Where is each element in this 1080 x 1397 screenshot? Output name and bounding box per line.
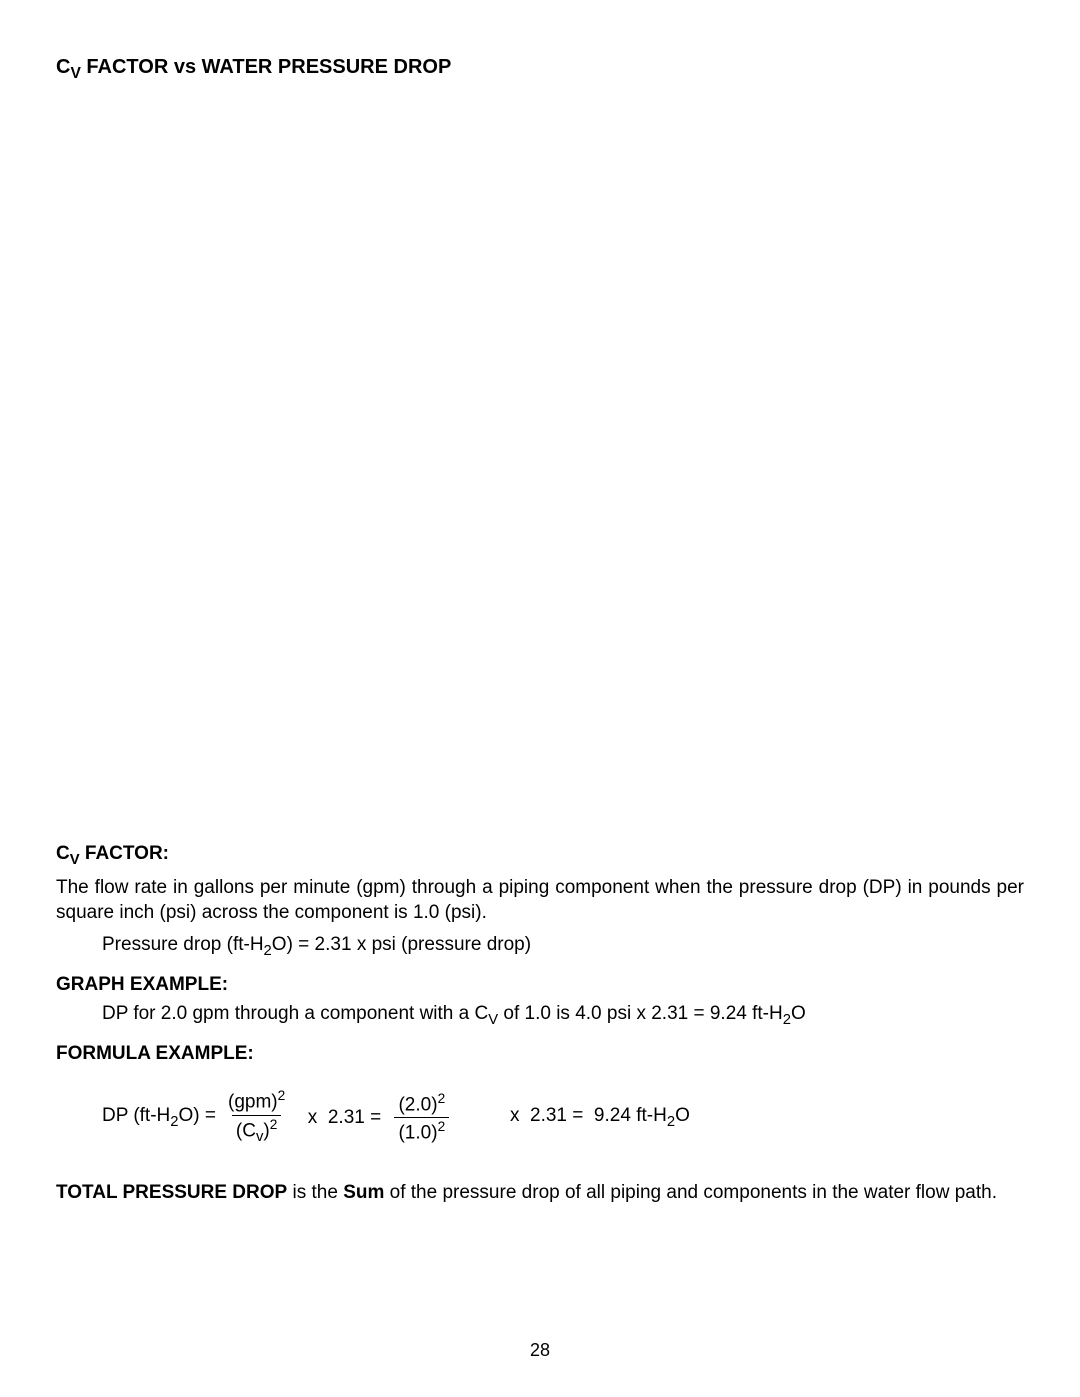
total-sum: Sum: [343, 1182, 384, 1203]
cv-factor-body-1: The flow rate in gallons per minute (gpm…: [56, 875, 1024, 926]
title-rest: FACTOR vs WATER PRESSURE DROP: [81, 56, 451, 78]
ge-vsub: V: [488, 1012, 498, 1028]
document-page: CV FACTOR vs WATER PRESSURE DROP CV FACT…: [0, 0, 1080, 1397]
cv-factor-heading: CV FACTOR:: [56, 841, 1024, 871]
eq-frac1-den: (Cv)2: [232, 1115, 281, 1146]
total-lead: TOTAL PRESSURE DROP: [56, 1182, 287, 1203]
total-mid: is the: [287, 1182, 343, 1203]
eq-f1-num-sup: 2: [278, 1088, 286, 1103]
ge-a: DP for 2.0 gpm through a component with …: [102, 1003, 488, 1024]
cv-heading-prefix: C: [56, 843, 70, 864]
title-subscript: V: [70, 65, 80, 82]
eq-tail-sub: 2: [667, 1113, 675, 1129]
eq-f1-den-sup: 2: [270, 1117, 278, 1132]
eq-tail: x 2.31 = 9.24 ft-H2O: [457, 1077, 690, 1158]
page-number: 28: [0, 1340, 1080, 1361]
eq-mid1: x 2.31 =: [297, 1105, 386, 1131]
cv-heading-rest: FACTOR:: [80, 843, 169, 864]
eq-f2-den-a: (1.0): [398, 1122, 437, 1143]
total-rest: of the pressure drop of all piping and c…: [384, 1182, 997, 1203]
title-prefix: C: [56, 56, 70, 78]
page-title: CV FACTOR vs WATER PRESSURE DROP: [56, 56, 1024, 83]
text-block: CV FACTOR: The flow rate in gallons per …: [56, 841, 1024, 1206]
eq-mid2: x 2.31 = 9.24 ft-H: [499, 1105, 666, 1126]
cv-heading-sub: V: [70, 852, 80, 868]
graph-example-body: DP for 2.0 gpm through a component with …: [56, 1001, 1024, 1031]
eq-f1-num-a: (gpm): [228, 1092, 278, 1113]
ge-b: of 1.0 is 4.0 psi x 2.31 = 9.24 ft-H: [498, 1003, 783, 1024]
total-pressure-drop-line: TOTAL PRESSURE DROP is the Sum of the pr…: [56, 1180, 1024, 1206]
eq-frac-2: (2.0)2 (1.0)2: [394, 1092, 449, 1144]
eq-f2-num-sup: 2: [438, 1091, 446, 1106]
eq-frac1-num: (gpm)2: [224, 1089, 289, 1114]
ge-c: O: [791, 1003, 806, 1024]
formula-example-heading: FORMULA EXAMPLE:: [56, 1041, 1024, 1067]
cv-body2-sub: 2: [264, 943, 272, 959]
eq-f1-den-a: (C: [236, 1120, 256, 1141]
cv-body2-b: O) = 2.31 x psi (pressure drop): [272, 934, 531, 955]
cv-body2-a: Pressure drop (ft-H: [102, 934, 264, 955]
eq-f2-den-sup: 2: [438, 1119, 446, 1134]
ge-2sub: 2: [783, 1012, 791, 1028]
cv-factor-body-2: Pressure drop (ft-H2O) = 2.31 x psi (pre…: [56, 932, 1024, 962]
blank-chart-area: [56, 91, 1024, 831]
eq-lhs-sub: 2: [170, 1113, 178, 1129]
eq-f2-num-a: (2.0): [398, 1094, 437, 1115]
eq-frac2-num: (2.0)2: [394, 1092, 449, 1117]
eq-frac-1: (gpm)2 (Cv)2: [224, 1089, 289, 1145]
eq-lhs-a: DP (ft-H: [102, 1105, 170, 1126]
eq-frac2-den: (1.0)2: [394, 1117, 449, 1143]
eq-tail-o: O: [675, 1105, 690, 1126]
eq-lhs-b: O) =: [179, 1105, 216, 1126]
formula-equation: DP (ft-H2O) = (gpm)2 (Cv)2 x 2.31 = (2.0…: [56, 1077, 1024, 1158]
graph-example-heading: GRAPH EXAMPLE:: [56, 972, 1024, 998]
eq-lhs: DP (ft-H2O) =: [102, 1103, 216, 1133]
